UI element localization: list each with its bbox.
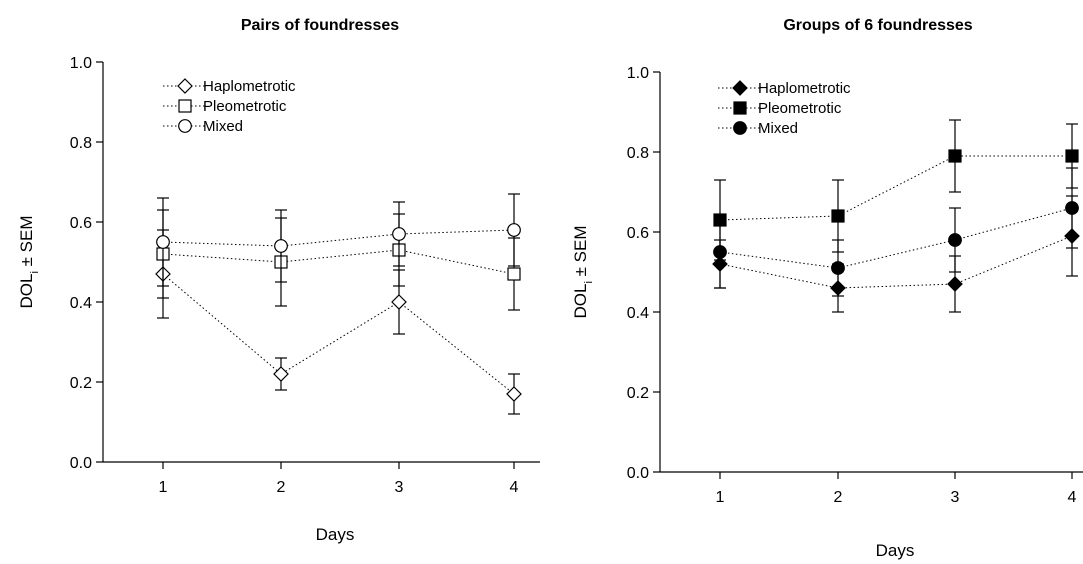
data-point-mixed [274, 239, 288, 253]
x-axis-label: Days [876, 541, 915, 560]
legend: Haplometrotic Pleometrotic Mixed [718, 80, 851, 137]
data-point-mixed [831, 261, 845, 275]
legend-label-haplometrotic: Haplometrotic [758, 80, 851, 97]
data-point-pleometrotic [1065, 149, 1079, 163]
x-tick-label: 3 [951, 489, 960, 506]
chart-pairs-of-foundresses: Pairs of foundresses Days DOLi ± SEM Hap… [17, 17, 540, 544]
x-tick-label: 2 [834, 489, 843, 506]
y-tick-label: 0.2 [70, 375, 92, 392]
data-point-mixed [392, 227, 406, 241]
legend-marker-mixed [178, 119, 192, 133]
legend-label-pleometrotic: Pleometrotic [758, 100, 842, 117]
x-tick-label: 1 [159, 479, 168, 496]
legend-marker-pleometrotic [178, 99, 192, 113]
x-axis-label: Days [316, 525, 355, 544]
data-point-pleometrotic [507, 267, 521, 281]
series-line-mixed [162, 229, 515, 247]
series-line-pleometrotic [719, 155, 1072, 221]
y-tick-label: 0.0 [70, 455, 92, 472]
data-marks [155, 193, 522, 415]
y-tick-label: 0.2 [627, 385, 649, 402]
data-point-mixed [948, 233, 962, 247]
axes: 0.0 0.2 0.4 0.6 0.8 1.0 1 2 3 4 [627, 65, 1083, 506]
legend-marker-pleometrotic [733, 101, 747, 115]
y-axis-label: DOLi ± SEM [571, 225, 595, 318]
series-line-pleometrotic [162, 249, 515, 275]
x-tick-label: 4 [510, 479, 519, 496]
x-tick-label: 4 [1068, 489, 1077, 506]
y-tick-label: 1.0 [627, 65, 649, 82]
y-tick-label: 1.0 [70, 55, 92, 72]
y-axis-label: DOLi ± SEM [17, 215, 41, 308]
data-point-haplometrotic [947, 276, 963, 292]
data-point-mixed [1065, 201, 1079, 215]
y-tick-label: 0.6 [70, 215, 92, 232]
y-tick-label: 0.8 [70, 135, 92, 152]
chart-title: Groups of 6 foundresses [783, 17, 972, 34]
x-tick-label: 3 [395, 479, 404, 496]
series-line-haplometrotic [162, 273, 515, 395]
y-tick-label: 0.0 [627, 465, 649, 482]
series-line-mixed [719, 207, 1073, 269]
legend-label-mixed: Mixed [203, 118, 243, 135]
legend-label-pleometrotic: Pleometrotic [203, 98, 287, 115]
legend-marker-haplometrotic [732, 80, 748, 96]
data-point-mixed [713, 245, 727, 259]
x-tick-label: 1 [716, 489, 725, 506]
y-tick-label: 0.8 [627, 145, 649, 162]
y-tick-label: 0.4 [627, 305, 649, 322]
legend: Haplometrotic Pleometrotic Mixed [163, 78, 296, 135]
axes: 0.0 0.2 0.4 0.6 0.8 1.0 1 2 3 4 [70, 55, 540, 496]
data-point-haplometrotic [273, 366, 289, 382]
data-point-pleometrotic [831, 209, 845, 223]
chart-groups-of-6-foundresses: Groups of 6 foundresses Days DOLi ± SEM … [571, 17, 1083, 560]
y-tick-label: 0.4 [70, 295, 92, 312]
legend-marker-mixed [733, 121, 747, 135]
y-tick-label: 0.6 [627, 225, 649, 242]
chart-title: Pairs of foundresses [241, 17, 399, 34]
data-marks [712, 119, 1080, 313]
data-point-mixed [156, 235, 170, 249]
legend-marker-haplometrotic [177, 78, 193, 94]
data-point-haplometrotic [506, 386, 522, 402]
data-point-mixed [507, 223, 521, 237]
x-tick-label: 2 [277, 479, 286, 496]
legend-label-haplometrotic: Haplometrotic [203, 78, 296, 95]
data-point-pleometrotic [948, 149, 962, 163]
series-line-haplometrotic [719, 235, 1073, 289]
data-point-haplometrotic [391, 294, 407, 310]
legend-label-mixed: Mixed [758, 120, 798, 137]
